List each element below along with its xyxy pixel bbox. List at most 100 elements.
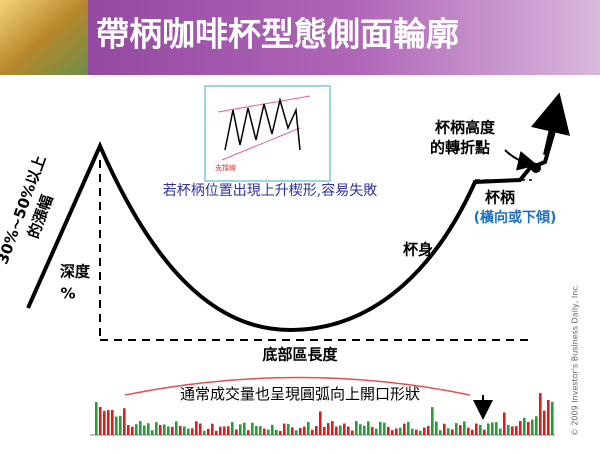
volume-bar: [119, 415, 122, 435]
volume-bar: [527, 421, 530, 435]
handle-label: 杯柄: [485, 189, 515, 207]
volume-bar: [287, 423, 290, 435]
volume-bar: [339, 425, 342, 435]
volume-bar: [507, 424, 510, 435]
volume-bar: [375, 428, 378, 435]
inset-caption: 若杯柄位置出現上升楔形,容易失敗: [163, 182, 377, 199]
volume-bar: [451, 429, 454, 435]
pivot-label: 杯柄高度: [435, 119, 496, 137]
base-length-label: 底部區長度: [262, 346, 338, 364]
volume-bar: [215, 430, 218, 435]
volume-bar: [139, 421, 142, 435]
volume-bar: [199, 423, 202, 435]
volume-bar: [327, 423, 330, 435]
depth-unit: %: [60, 285, 75, 303]
volume-bar: [547, 400, 550, 435]
volume-bar: [323, 426, 326, 435]
volume-bar: [295, 430, 298, 435]
volume-bar: [263, 428, 266, 435]
pivot-arrow: [504, 149, 538, 171]
volume-bar: [503, 412, 506, 435]
volume-bar: [159, 424, 162, 435]
volume-bar: [227, 426, 230, 435]
volume-bars: [95, 393, 554, 435]
volume-bar: [479, 424, 482, 435]
volume-bar: [439, 430, 442, 435]
volume-bar: [363, 425, 366, 435]
volume-bar: [147, 423, 150, 435]
volume-bar: [303, 426, 306, 435]
volume-bar: [243, 422, 246, 435]
volume-bar: [187, 428, 190, 435]
volume-bar: [351, 430, 354, 435]
volume-bar: [431, 407, 434, 435]
volume-bar: [299, 427, 302, 435]
volume-bar: [447, 428, 450, 435]
volume-bar: [207, 428, 210, 435]
volume-bar: [307, 421, 310, 435]
volume-bar: [455, 423, 458, 435]
volume-bar: [279, 430, 282, 435]
volume-bar: [483, 429, 486, 435]
volume-bar: [255, 426, 258, 435]
volume-bar: [291, 427, 294, 435]
volume-bar: [463, 421, 466, 435]
volume-bar: [143, 425, 146, 435]
volume-bar: [359, 424, 362, 435]
volume-bar: [371, 427, 374, 435]
volume-bar: [519, 421, 522, 435]
volume-bar: [411, 428, 414, 435]
volume-bar: [163, 424, 166, 435]
volume-bar: [487, 423, 490, 435]
volume-bar: [203, 430, 206, 435]
volume-bar: [343, 423, 346, 435]
volume-bar: [219, 426, 222, 435]
header-band: [0, 0, 600, 75]
svg-text:支撐線: 支撐線: [215, 163, 236, 172]
volume-bar: [103, 411, 106, 435]
title: 帶柄咖啡杯型態側面輪廓: [96, 15, 459, 54]
volume-bar: [335, 426, 338, 435]
volume-bar: [167, 426, 170, 435]
volume-bar: [391, 430, 394, 435]
volume-bar: [151, 430, 154, 435]
volume-bar: [367, 421, 370, 435]
volume-bar: [491, 422, 494, 435]
volume-bar: [423, 427, 426, 435]
volume-bar: [383, 422, 386, 435]
volume-bar: [475, 423, 478, 435]
volume-bar: [443, 423, 446, 435]
volume-bar: [271, 424, 274, 435]
volume-bar: [235, 429, 238, 435]
volume-bar: [395, 428, 398, 435]
volume-bar: [539, 393, 542, 435]
volume-bar: [551, 401, 554, 435]
volume-bar: [247, 430, 250, 435]
volume-bar: [459, 425, 462, 435]
pivot-label-2: 的轉折點: [430, 139, 490, 157]
volume-bar: [523, 417, 526, 435]
volume-bar: [467, 427, 470, 435]
volume-bar: [191, 428, 194, 435]
volume-bar: [99, 406, 102, 435]
depth-label: 深度: [60, 263, 91, 281]
volume-bar: [403, 423, 406, 435]
volume-bar: [427, 426, 430, 435]
volume-bar: [331, 421, 334, 435]
volume-bar: [407, 421, 410, 435]
volume-bar: [415, 429, 418, 435]
volume-bar: [419, 430, 422, 435]
volume-bar: [275, 429, 278, 435]
volume-bar: [259, 426, 262, 435]
volume-bar: [231, 422, 234, 435]
volume-bar: [267, 429, 270, 435]
volume-bar: [347, 426, 350, 435]
volume-bar: [179, 426, 182, 435]
volume-bar: [135, 424, 138, 435]
volume-bar: [315, 426, 318, 435]
volume-bar: [107, 410, 110, 435]
volume-bar: [131, 426, 134, 435]
volume-bar: [543, 410, 546, 435]
volume-bar: [127, 424, 130, 435]
